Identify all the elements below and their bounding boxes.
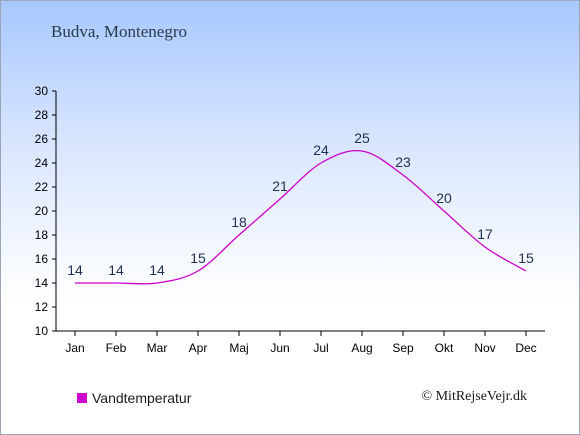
data-label: 15 [518,250,534,266]
y-tick-label: 24 [35,156,49,170]
data-label: 24 [313,142,329,158]
x-tick-label: Mar [147,341,168,355]
x-tick-label: Jul [313,341,328,355]
x-tick-label: Nov [474,341,495,355]
data-label: 14 [149,262,165,278]
data-label: 20 [436,190,452,206]
y-tick-label: 30 [35,84,49,98]
y-tick-label: 20 [35,204,49,218]
legend: Vandtemperatur [77,390,191,406]
data-label: 21 [272,178,288,194]
data-label: 17 [477,226,493,242]
x-tick-label: Okt [435,341,454,355]
data-label: 14 [67,262,83,278]
legend-swatch [77,393,87,403]
y-tick-label: 22 [35,180,49,194]
y-tick-label: 16 [35,252,49,266]
data-label: 25 [354,130,370,146]
data-label: 15 [190,250,206,266]
y-tick-label: 28 [35,108,49,122]
y-tick-label: 14 [35,276,49,290]
credit-text: © MitRejseVejr.dk [421,389,527,404]
x-tick-label: Maj [229,341,248,355]
x-tick-label: Feb [106,341,127,355]
y-tick-label: 26 [35,132,49,146]
chart-location-title: Budva, Montenegro [51,22,187,41]
data-label: 23 [395,154,411,170]
data-label: 18 [231,214,247,230]
data-label: 14 [108,262,124,278]
series-line [74,149,527,285]
x-tick-label: Jun [270,341,289,355]
y-tick-label: 10 [35,324,49,338]
x-tick-label: Apr [189,341,208,355]
x-tick-label: Jan [65,341,84,355]
y-tick-label: 12 [35,300,49,314]
x-tick-label: Aug [351,341,372,355]
y-tick-label: 18 [35,228,49,242]
x-tick-label: Sep [392,341,414,355]
legend-label: Vandtemperatur [92,390,192,406]
x-tick-label: Dec [515,341,536,355]
